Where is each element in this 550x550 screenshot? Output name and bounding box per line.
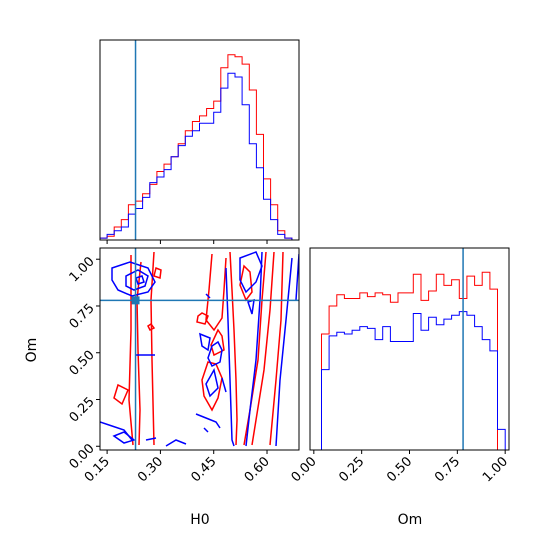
histogram-line-red — [313, 271, 506, 451]
blue-contour-line — [112, 431, 136, 444]
histogram-line-red — [99, 54, 299, 241]
blue-contour-line — [111, 261, 156, 297]
blue-contour-line — [239, 251, 263, 294]
red-contour-line — [147, 322, 156, 332]
blue-contour-line — [207, 340, 223, 368]
y-om-tick-label: 0.75 — [67, 301, 98, 332]
red-contour-line — [136, 261, 142, 446]
x-om-tick-label: 0.50 — [384, 454, 415, 485]
blue-contour-line — [199, 332, 211, 352]
axis-labels: H0 Om Om — [24, 338, 422, 528]
red-contour-line — [205, 253, 227, 332]
red-contour-line — [201, 361, 223, 412]
blue-contour-line — [195, 413, 221, 429]
histogram-panel-om: 0.00 0.25 0.50 0.75 1.00 — [289, 247, 511, 485]
y-om-tick-label: 1.00 — [67, 254, 98, 285]
truth-marker — [131, 296, 140, 305]
y-om-tick-label: 0.25 — [67, 395, 98, 426]
histogram-line-blue — [313, 311, 506, 451]
blue-contour-line — [245, 251, 263, 447]
red-contour-line — [128, 255, 134, 446]
blue-contour-line — [205, 293, 211, 299]
x-om-tick-label: 0.00 — [289, 454, 320, 485]
red-contour-line — [210, 328, 225, 357]
y-om-tick-label: 0.50 — [67, 348, 98, 379]
blue-contour-line — [205, 367, 219, 398]
blue-contour-line — [221, 377, 227, 393]
red-contour-line — [113, 383, 129, 406]
axes-frame — [99, 247, 300, 451]
red-contour-line — [150, 251, 155, 446]
blue-contour-line — [165, 439, 187, 447]
red-contour-line — [243, 251, 267, 446]
x-axis-label-om: Om — [398, 512, 423, 528]
y-axis-label-om: Om — [24, 338, 40, 363]
blue-contours — [100, 251, 299, 447]
x-om-tick-label: 0.25 — [336, 454, 367, 485]
truth-markers — [100, 248, 299, 450]
red-contour-line — [269, 251, 284, 446]
red-contour-line — [251, 251, 275, 446]
x-h0-tick-label: 0.60 — [242, 454, 273, 485]
x-om-tick-label: 1.00 — [480, 454, 511, 485]
x-h0-tick-label: 0.45 — [188, 454, 219, 485]
contour-panel-h0-om: 0.15 0.30 0.45 0.600.000.250.500.751.00 — [67, 247, 300, 485]
x-axis-label-h0: H0 — [190, 512, 209, 528]
blue-contour-line — [247, 298, 255, 315]
blue-contour-line — [125, 269, 149, 291]
red-contours — [113, 251, 284, 446]
blue-contour-line — [275, 257, 293, 447]
red-contour-line — [153, 266, 162, 280]
blue-contour-line — [203, 427, 209, 433]
axes-frame — [99, 39, 300, 241]
histogram-panel-h0 — [99, 39, 300, 244]
histogram-line-blue — [99, 72, 299, 241]
x-h0-tick-label: 0.30 — [135, 454, 166, 485]
blue-contour-line — [135, 275, 145, 285]
axes-frame — [309, 247, 510, 451]
x-om-tick-label: 0.75 — [432, 454, 463, 485]
blue-contour-line — [225, 267, 235, 447]
blue-contour-line — [145, 437, 157, 441]
red-contour-line — [229, 251, 238, 446]
